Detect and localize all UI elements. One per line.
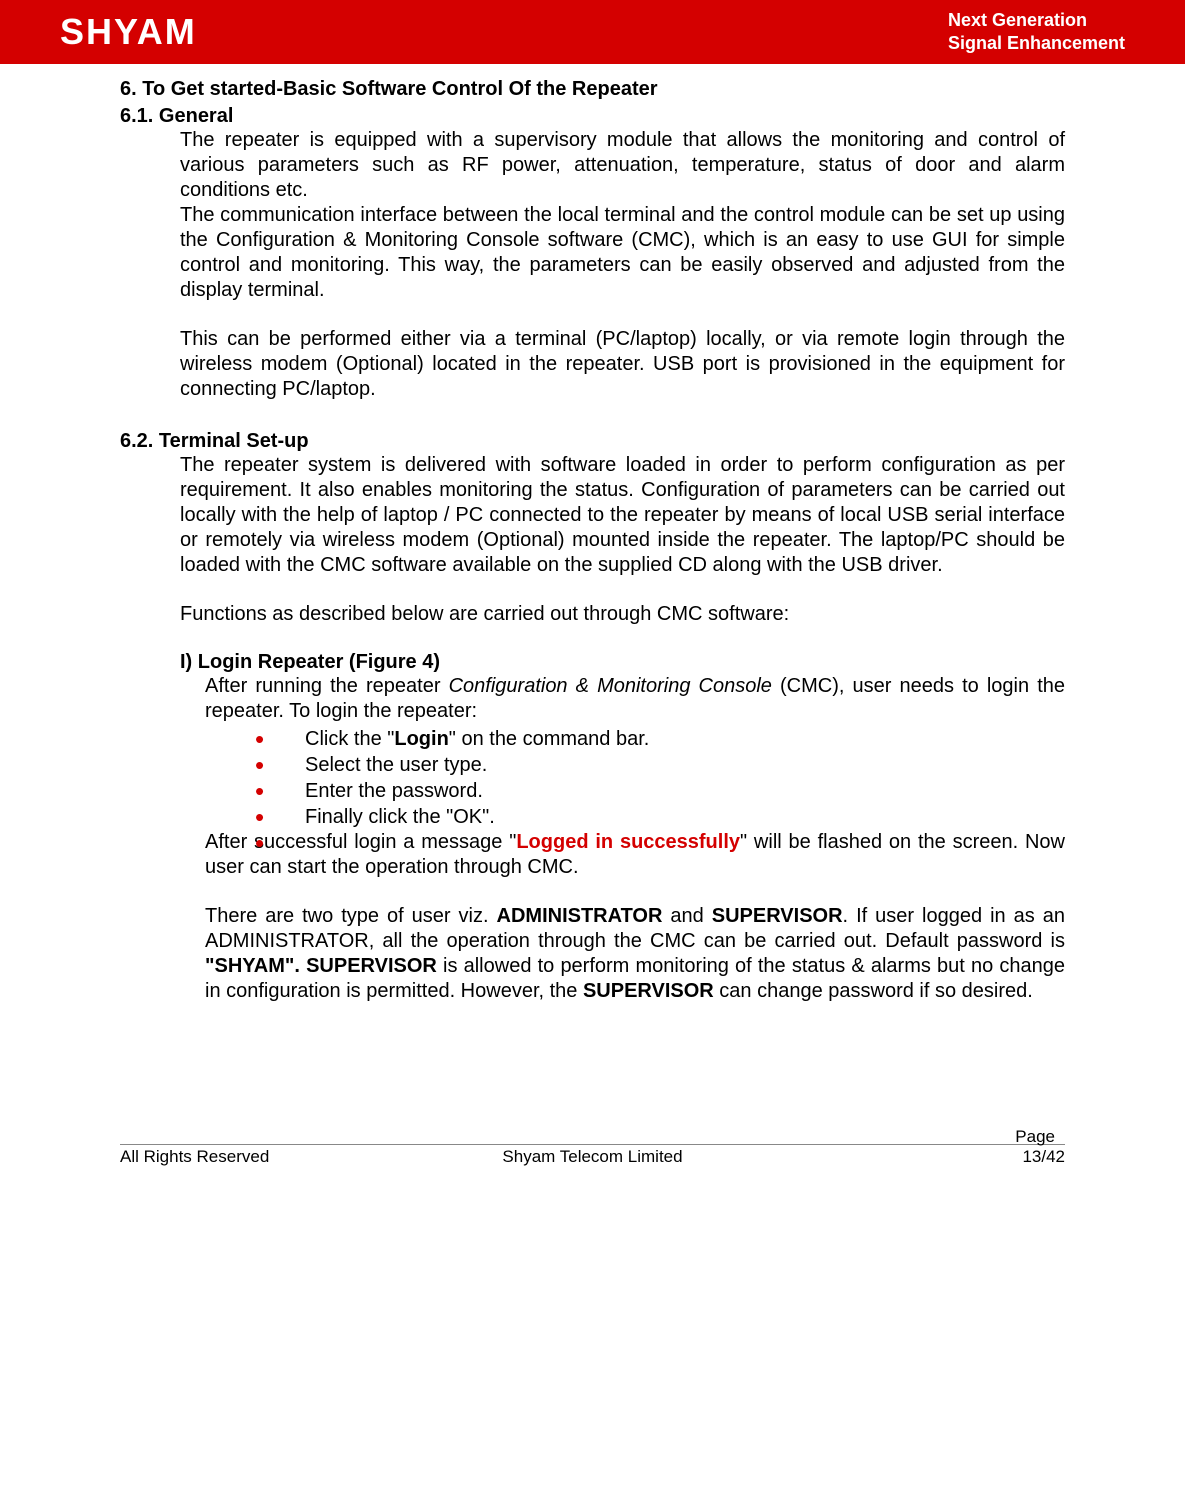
section-6-1-p1: The repeater is equipped with a supervis…: [180, 128, 1065, 203]
footer-divider: [120, 1144, 1065, 1145]
header-bar: SHYAM Next Generation Signal Enhancement: [0, 0, 1185, 64]
login-intro: After running the repeater Configuration…: [205, 674, 1065, 724]
brand-logo: SHYAM: [60, 11, 197, 53]
login-step-4: Finally click the "OK".: [255, 804, 1065, 830]
user-types-sup2: SUPERVISOR: [583, 980, 714, 1002]
section-6-2-title: 6.2. Terminal Set-up: [120, 430, 1065, 453]
login-success-a: After successful login a message ": [205, 831, 516, 853]
page-content: 6. To Get started-Basic Software Control…: [0, 64, 1185, 1004]
login-steps: Click the "Login" on the command bar. Se…: [255, 726, 1065, 830]
login-step-1a: Click the ": [305, 728, 394, 750]
section-6-2-p1: The repeater system is delivered with so…: [180, 453, 1065, 578]
tagline-line1: Next Generation: [948, 9, 1125, 32]
footer: Page All Rights Reserved Shyam Telecom L…: [0, 1144, 1185, 1177]
login-heading: I) Login Repeater (Figure 4): [180, 651, 1065, 674]
tagline-line2: Signal Enhancement: [948, 32, 1125, 55]
user-types-pwd: "SHYAM". SUPERVISOR: [205, 955, 437, 977]
user-types-admin: ADMINISTRATOR: [497, 905, 663, 927]
section-6-1-title: 6.1. General: [120, 105, 1065, 128]
login-step-2: Select the user type.: [255, 752, 1065, 778]
section-6-1-p3: This can be performed either via a termi…: [180, 327, 1065, 402]
login-success-red: Logged in successfully: [516, 831, 740, 853]
section-6-1-p2: The communication interface between the …: [180, 203, 1065, 303]
login-success: After successful login a message "Logged…: [205, 830, 1065, 880]
section-6-title: 6. To Get started-Basic Software Control…: [120, 78, 1065, 101]
section-6-2-p2: Functions as described below are carried…: [180, 602, 1065, 627]
login-step-3: Enter the password.: [255, 778, 1065, 804]
user-types-e: can change password if so desired.: [714, 980, 1033, 1002]
footer-page-label: Page: [1015, 1127, 1055, 1147]
footer-row: Page All Rights Reserved Shyam Telecom L…: [120, 1147, 1065, 1167]
user-types: There are two type of user viz. ADMINIST…: [205, 904, 1065, 1004]
login-step-1: Click the "Login" on the command bar.: [255, 726, 1065, 752]
user-types-a: There are two type of user viz.: [205, 905, 497, 927]
user-types-sup: SUPERVISOR: [712, 905, 843, 927]
footer-left: All Rights Reserved: [120, 1147, 435, 1167]
login-intro-a: After running the repeater: [205, 675, 449, 697]
login-intro-italic: Configuration & Monitoring Console: [449, 675, 772, 697]
footer-right: 13/42: [750, 1147, 1065, 1167]
login-step-1-bold: Login: [394, 728, 448, 750]
tagline: Next Generation Signal Enhancement: [948, 9, 1125, 56]
login-step-1b: " on the command bar.: [449, 728, 650, 750]
footer-center: Shyam Telecom Limited: [435, 1147, 750, 1167]
user-types-b: and: [662, 905, 711, 927]
